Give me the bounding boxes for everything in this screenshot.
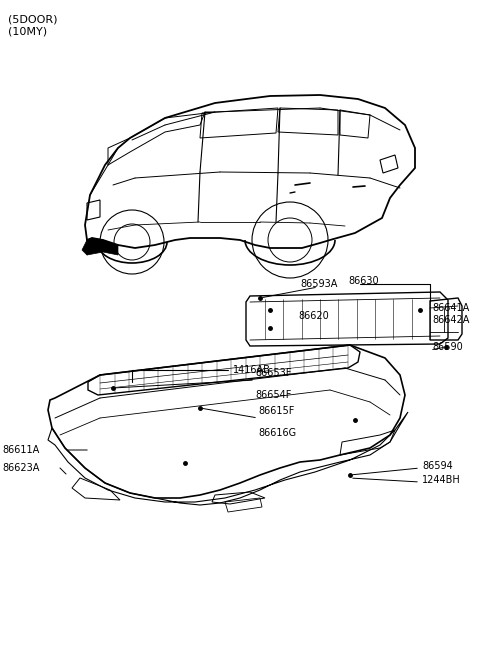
Text: 86641A: 86641A xyxy=(432,303,469,313)
Text: (5DOOR): (5DOOR) xyxy=(8,14,58,24)
Text: 86642A: 86642A xyxy=(432,315,469,325)
Text: 86620: 86620 xyxy=(298,311,329,321)
Text: 86594: 86594 xyxy=(422,461,453,471)
Text: 86593A: 86593A xyxy=(300,279,337,289)
Text: 86653F: 86653F xyxy=(255,368,291,378)
Text: 86630: 86630 xyxy=(348,276,379,286)
Text: 86590: 86590 xyxy=(432,342,463,352)
Text: 1416AB: 1416AB xyxy=(233,365,271,375)
Text: (10MY): (10MY) xyxy=(8,26,47,36)
Polygon shape xyxy=(87,240,118,255)
Polygon shape xyxy=(82,238,103,255)
Text: 86616G: 86616G xyxy=(258,428,296,438)
Text: 1244BH: 1244BH xyxy=(422,475,461,485)
Text: 86623A: 86623A xyxy=(2,463,39,473)
Text: 86615F: 86615F xyxy=(258,406,294,416)
Text: 86654F: 86654F xyxy=(255,390,291,400)
Text: 86611A: 86611A xyxy=(2,445,39,455)
